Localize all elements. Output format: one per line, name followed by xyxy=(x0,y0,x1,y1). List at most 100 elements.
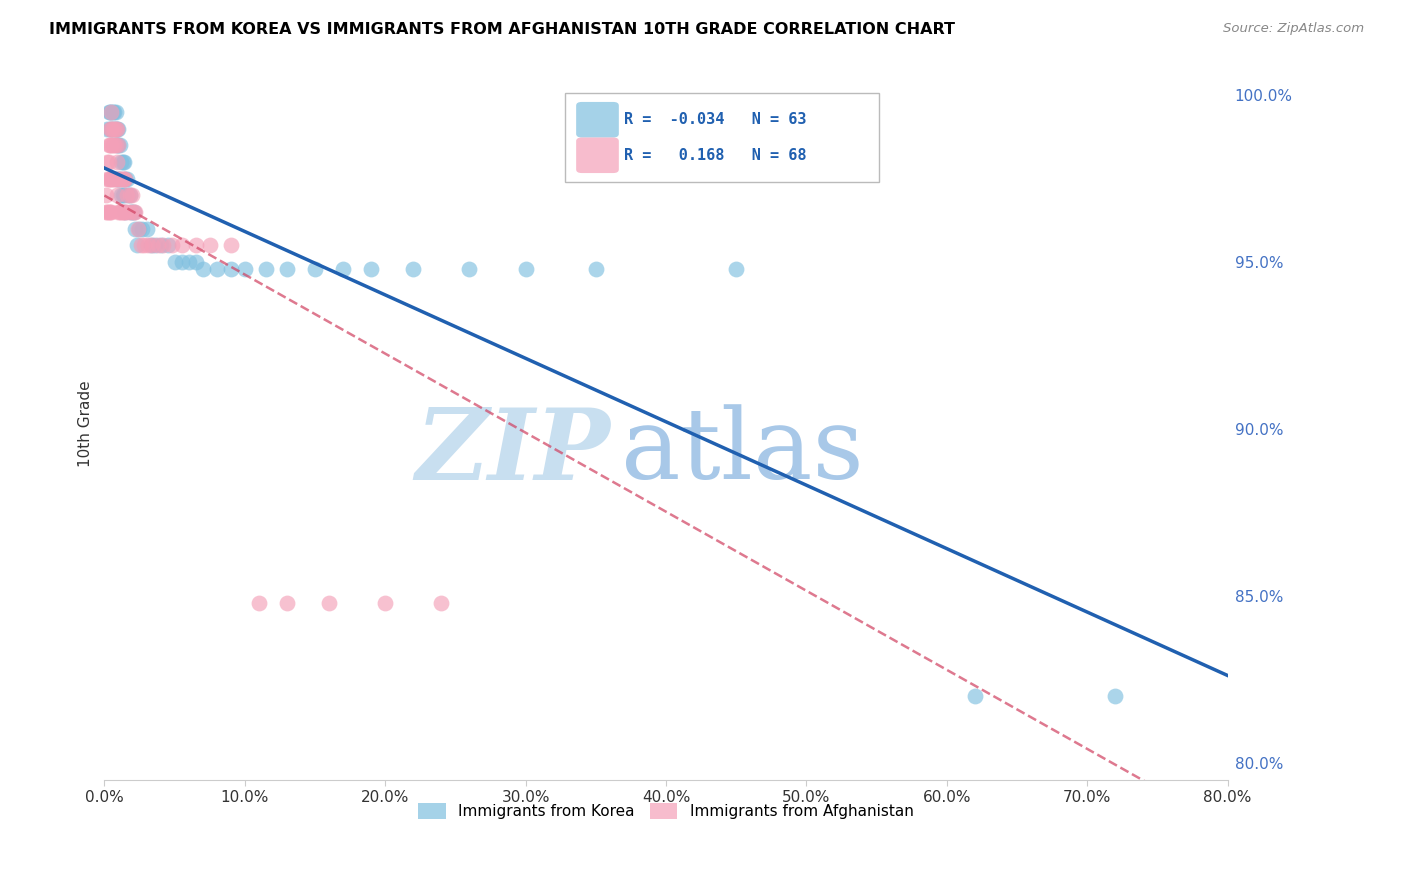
Point xyxy=(128,221,150,235)
FancyBboxPatch shape xyxy=(576,137,619,173)
Point xyxy=(121,188,143,202)
Point xyxy=(98,104,121,119)
Point xyxy=(191,261,214,276)
Point xyxy=(97,205,120,219)
Point xyxy=(104,104,127,119)
Point xyxy=(276,596,298,610)
Point xyxy=(112,155,135,169)
Point xyxy=(96,171,118,186)
Point xyxy=(120,205,142,219)
Point xyxy=(108,138,131,153)
FancyBboxPatch shape xyxy=(565,94,879,182)
Point xyxy=(205,261,228,276)
Point xyxy=(103,104,125,119)
Point xyxy=(101,171,124,186)
Point xyxy=(127,221,149,235)
Point xyxy=(114,205,136,219)
Point xyxy=(132,238,155,252)
Point xyxy=(112,188,135,202)
Text: Source: ZipAtlas.com: Source: ZipAtlas.com xyxy=(1223,22,1364,36)
Point xyxy=(100,171,122,186)
Point xyxy=(107,171,129,186)
Point xyxy=(233,261,256,276)
Point xyxy=(156,238,179,252)
Point xyxy=(129,238,152,252)
Point xyxy=(304,261,326,276)
Point xyxy=(184,238,207,252)
Point xyxy=(101,138,124,153)
Point xyxy=(104,121,127,136)
Point xyxy=(111,188,134,202)
Point xyxy=(118,188,141,202)
Point xyxy=(1272,596,1295,610)
Point xyxy=(104,121,127,136)
Point xyxy=(115,188,138,202)
Point xyxy=(100,205,122,219)
Point xyxy=(458,261,481,276)
Point xyxy=(1104,689,1126,703)
Point xyxy=(318,596,340,610)
Point xyxy=(108,205,131,219)
Text: ZIP: ZIP xyxy=(415,404,610,500)
Point xyxy=(96,205,118,219)
Point xyxy=(94,188,117,202)
Text: R =  -0.034   N = 63: R = -0.034 N = 63 xyxy=(624,112,807,128)
Point xyxy=(94,205,117,219)
Point xyxy=(430,596,453,610)
Point xyxy=(105,138,128,153)
Point xyxy=(100,104,122,119)
Point xyxy=(104,171,127,186)
Point xyxy=(152,238,174,252)
Point xyxy=(276,261,298,276)
Point xyxy=(112,171,135,186)
Point xyxy=(105,188,128,202)
Point xyxy=(107,171,129,186)
Point xyxy=(100,138,122,153)
Point xyxy=(98,121,121,136)
Point xyxy=(170,238,193,252)
Text: atlas: atlas xyxy=(621,405,863,500)
Point xyxy=(103,121,125,136)
Text: R =   0.168   N = 68: R = 0.168 N = 68 xyxy=(624,148,807,162)
Point xyxy=(515,261,537,276)
FancyBboxPatch shape xyxy=(576,102,619,137)
Point xyxy=(103,121,125,136)
Point xyxy=(131,221,153,235)
Point xyxy=(108,171,131,186)
Point xyxy=(177,255,200,269)
Point xyxy=(96,121,118,136)
Point xyxy=(149,238,172,252)
Point xyxy=(107,205,129,219)
Point xyxy=(112,205,135,219)
Point xyxy=(111,155,134,169)
Point xyxy=(247,596,270,610)
Point xyxy=(120,205,142,219)
Point xyxy=(219,238,242,252)
Point xyxy=(163,255,186,269)
Point xyxy=(111,171,134,186)
Point xyxy=(585,261,607,276)
Legend: Immigrants from Korea, Immigrants from Afghanistan: Immigrants from Korea, Immigrants from A… xyxy=(412,797,920,825)
Point xyxy=(117,205,139,219)
Point xyxy=(143,238,166,252)
Point xyxy=(146,238,169,252)
Point xyxy=(98,121,121,136)
Point xyxy=(360,261,382,276)
Point xyxy=(124,205,146,219)
Point xyxy=(170,255,193,269)
Point xyxy=(100,121,122,136)
Point xyxy=(100,121,122,136)
Point xyxy=(122,205,145,219)
Point xyxy=(110,205,132,219)
Point xyxy=(141,238,163,252)
Point xyxy=(97,171,120,186)
Point xyxy=(103,138,125,153)
Point xyxy=(139,238,162,252)
Point xyxy=(110,188,132,202)
Point xyxy=(101,121,124,136)
Point xyxy=(97,155,120,169)
Point xyxy=(198,238,221,252)
Point xyxy=(118,188,141,202)
Point xyxy=(98,171,121,186)
Point xyxy=(115,171,138,186)
